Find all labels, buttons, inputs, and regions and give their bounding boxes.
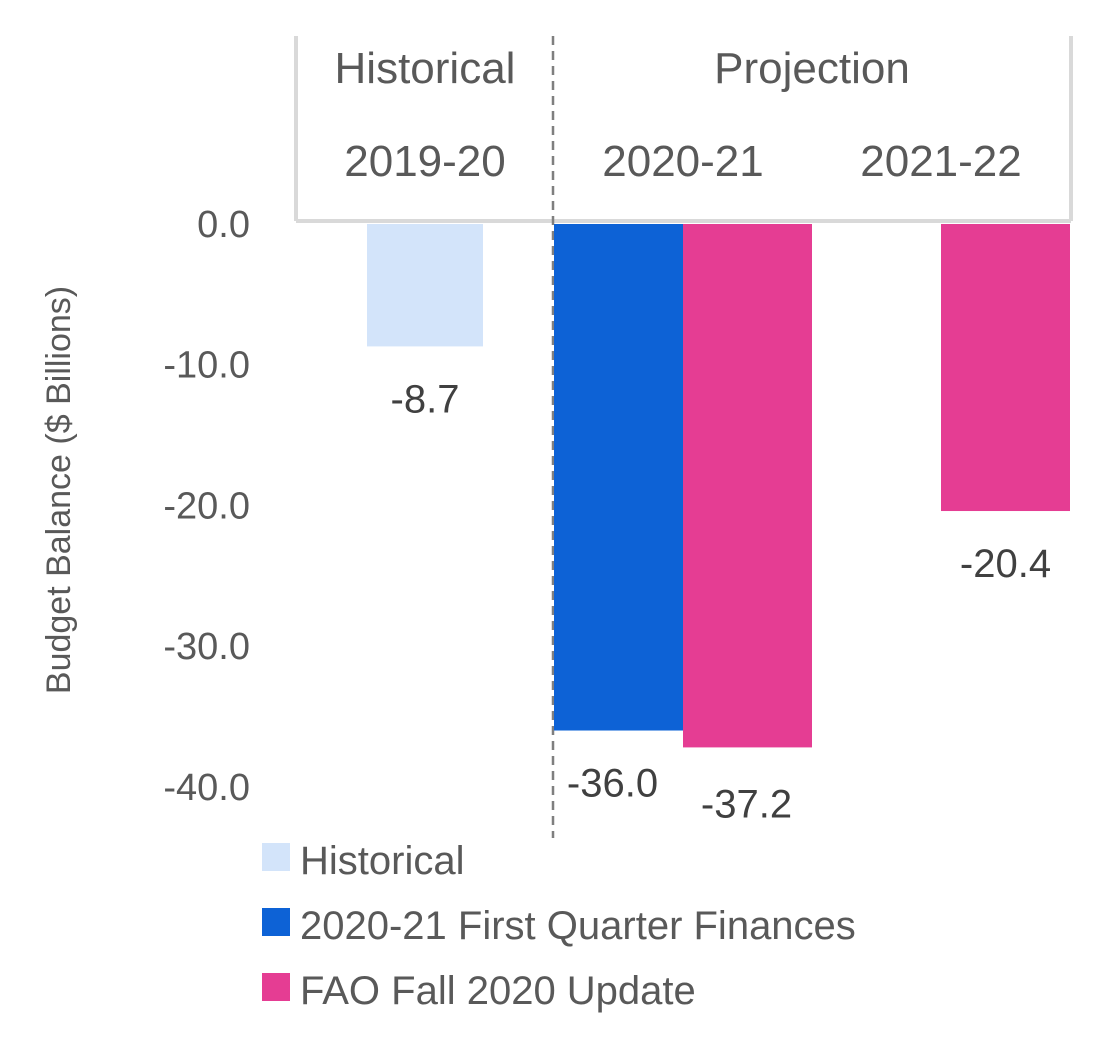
category-label-2019-20: 2019-20	[344, 137, 505, 186]
data-label: -20.4	[960, 542, 1051, 586]
bar-2021-22-fao-fall-2020-update	[941, 224, 1070, 512]
legend-label: FAO Fall 2020 Update	[300, 969, 696, 1013]
group-header-projection: Projection	[714, 44, 910, 93]
legend: Historical 2020-21 First Quarter Finances…	[262, 839, 856, 1013]
data-label: -37.2	[701, 782, 792, 826]
legend-label: 2020-21 First Quarter Finances	[300, 904, 856, 948]
y-tick-label: 0.0	[197, 204, 250, 246]
y-tick-label: -20.0	[163, 485, 250, 527]
y-axis-ticks: 0.0 -10.0 -20.0 -30.0 -40.0	[163, 204, 250, 809]
bar-2020-21-2020-21-first-quarter-finances	[554, 224, 683, 731]
category-label-2020-21: 2020-21	[602, 137, 763, 186]
y-axis-label: Budget Balance ($ Billions)	[40, 286, 78, 694]
bar-2019-20-historical	[367, 224, 483, 347]
data-labels: -8.7 -36.0 -37.2 -20.4	[391, 377, 1052, 826]
legend-swatch-historical	[262, 843, 290, 871]
data-label: -36.0	[567, 762, 658, 806]
legend-label: Historical	[300, 839, 464, 883]
y-tick-label: -40.0	[163, 767, 250, 809]
bar-2020-21-fao-fall-2020-update	[683, 224, 812, 748]
y-tick-label: -10.0	[163, 345, 250, 387]
group-headers: Historical Projection 2019-20 2020-21 2021-2…	[335, 44, 1022, 186]
legend-swatch-fao-fall-2020-update	[262, 973, 290, 1001]
data-label: -8.7	[391, 377, 460, 421]
bars	[367, 224, 1070, 748]
category-label-2021-22: 2021-22	[860, 137, 1021, 186]
legend-swatch-2020-21-first-quarter-finances	[262, 908, 290, 936]
y-tick-label: -30.0	[163, 626, 250, 668]
group-header-historical: Historical	[335, 44, 516, 93]
header-box	[294, 36, 1073, 223]
